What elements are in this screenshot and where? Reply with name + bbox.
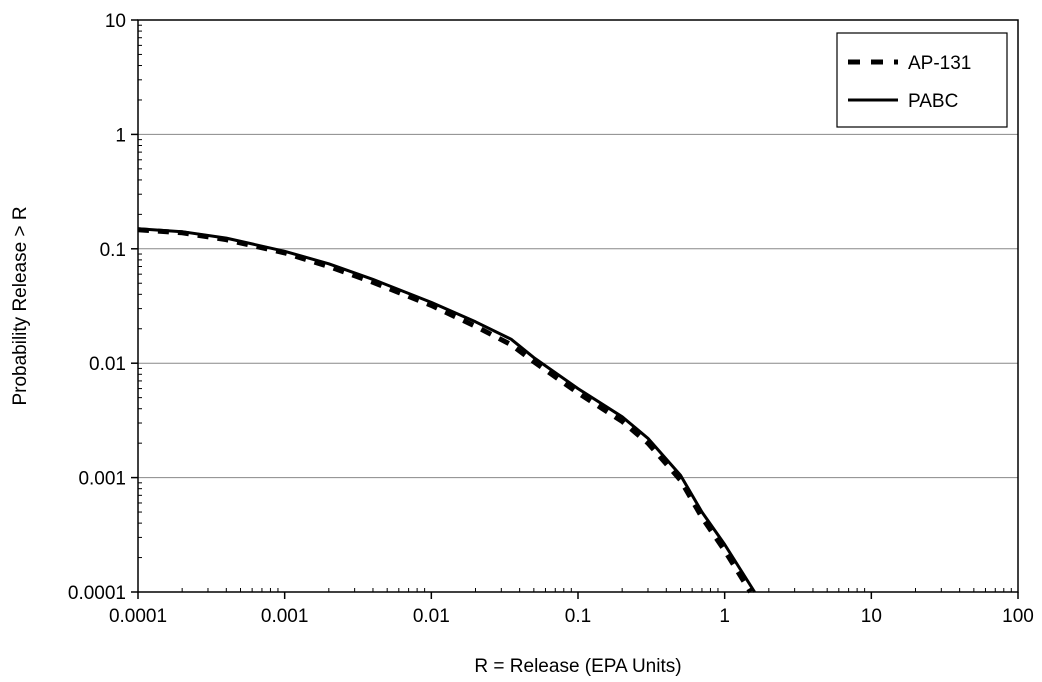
legend-label-pabc: PABC <box>908 91 958 112</box>
x-tick-label: 0.001 <box>261 606 309 627</box>
y-axis-title: Probability Release > R <box>10 206 31 405</box>
x-tick-label: 10 <box>861 606 882 627</box>
y-tick-label: 0.1 <box>100 240 126 261</box>
y-tick-labels: 0.0001 0.001 0.01 0.1 1 10 <box>68 11 126 604</box>
x-tick-label: 0.01 <box>413 606 450 627</box>
y-tick-label: 1 <box>115 125 126 146</box>
minor-ticks <box>131 19 1019 599</box>
series-line-pabc <box>137 227 756 593</box>
series-line-ap-131 <box>137 227 753 594</box>
x-tick-label: 0.0001 <box>109 606 167 627</box>
series-lines <box>137 227 756 594</box>
legend-box <box>836 32 1008 128</box>
y-tick-label: 0.01 <box>89 354 126 375</box>
x-tick-label: 100 <box>1002 606 1034 627</box>
legend-label-ap131: AP-131 <box>908 53 971 74</box>
x-tick-label: 0.1 <box>565 606 591 627</box>
x-axis-title: R = Release (EPA Units) <box>474 656 681 677</box>
y-tick-label: 0.0001 <box>68 583 126 604</box>
plot-area-frame <box>137 19 1019 593</box>
x-tick-label: 1 <box>719 606 730 627</box>
y-tick-label: 10 <box>105 11 126 32</box>
x-tick-labels: 0.0001 0.001 0.01 0.1 1 10 100 <box>109 606 1034 627</box>
legend: AP-131 PABC <box>836 32 1008 128</box>
gridlines <box>138 133 1018 479</box>
y-tick-label: 0.001 <box>78 469 126 490</box>
